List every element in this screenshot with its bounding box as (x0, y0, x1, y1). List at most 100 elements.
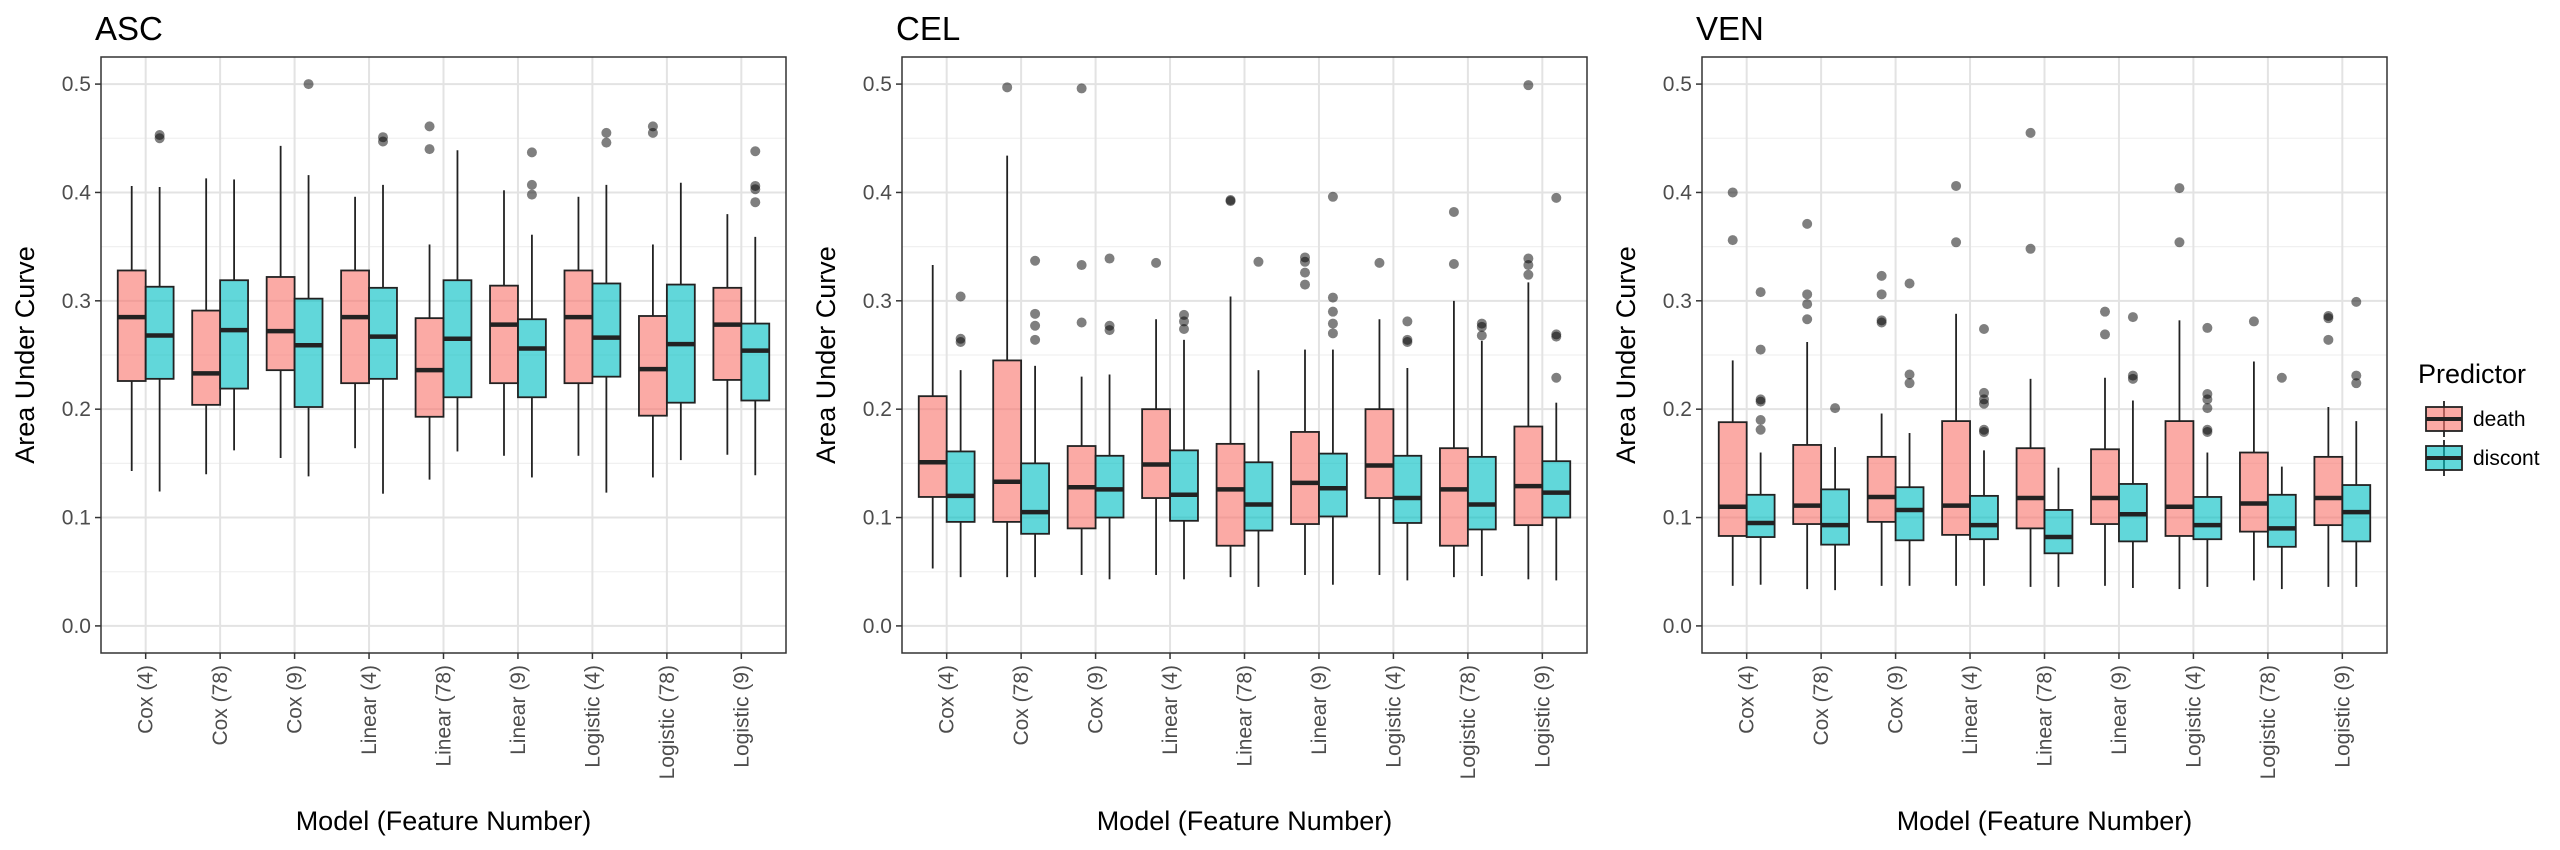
legend-item-discont: discont (2425, 440, 2540, 476)
outlier-point (378, 132, 389, 143)
box (2043, 509, 2074, 555)
box (1318, 452, 1348, 518)
box (2192, 496, 2223, 541)
box (1792, 444, 1823, 525)
box (1290, 431, 1320, 525)
box (368, 286, 398, 380)
outlier-point (2351, 296, 2362, 307)
x-tick-label: Cox (9) (284, 665, 307, 734)
box (265, 276, 296, 372)
box (740, 322, 771, 402)
outlier-point (1253, 256, 1264, 267)
outlier-point (750, 180, 761, 191)
legend-label: discont (2473, 447, 2540, 470)
y-tick-label: 0.1 (863, 507, 892, 530)
x-tick-label: Logistic (78) (2257, 665, 2280, 779)
outlier-point (2025, 127, 2036, 138)
box (563, 269, 594, 385)
outlier-point (1448, 206, 1459, 217)
outlier-point (1551, 192, 1562, 203)
box (1717, 421, 1748, 537)
outlier-point (1076, 83, 1087, 94)
outlier-point (1327, 292, 1338, 303)
outlier-point (1904, 378, 1915, 389)
outlier-point (750, 197, 761, 208)
outlier-point (1523, 253, 1534, 264)
outlier-point (2174, 183, 2185, 194)
x-tick-label: Cox (4) (936, 665, 959, 734)
outlier-point (1523, 80, 1534, 91)
outlier-point (424, 121, 435, 132)
x-tick-label: Linear (78) (1234, 665, 1257, 767)
outlier-point (1755, 394, 1766, 405)
outlier-point (1327, 191, 1338, 202)
outlier-point (1402, 334, 1413, 345)
outlier-point (1876, 289, 1887, 300)
outlier-point (2099, 306, 2110, 317)
box (414, 317, 445, 418)
x-tick-label: Logistic (4) (2182, 665, 2205, 768)
box (591, 282, 622, 378)
outlier-point (1551, 329, 1562, 340)
x-tick-label: Linear (4) (1959, 665, 1982, 755)
y-tick-label: 0.2 (863, 398, 892, 421)
y-tick-label: 0.0 (863, 615, 892, 638)
outlier-point (1299, 267, 1310, 278)
box (2015, 447, 2046, 530)
outlier-point (1076, 317, 1087, 328)
x-axis-label: Model (Feature Number) (1897, 806, 2193, 836)
box (2239, 451, 2269, 533)
legend-label: death (2473, 408, 2526, 431)
box (517, 318, 547, 399)
x-tick-label: Logistic (78) (1457, 665, 1480, 779)
outlier-point (955, 291, 966, 302)
outlier-point (601, 137, 612, 148)
outlier-point (601, 127, 612, 138)
outlier-point (1225, 195, 1236, 206)
panel-ven: VEN 0.0 0.1 0.2 0.3 0.4 0.5 Cox (4) Cox (78) Cox … (1611, 10, 2388, 836)
panel-title: ASC (95, 10, 163, 47)
outlier-point (526, 179, 537, 190)
outlier-point (2351, 370, 2362, 381)
outlier-point (1030, 334, 1041, 345)
y-tick-label: 0.0 (62, 615, 91, 638)
outlier-point (1002, 82, 1013, 93)
box (638, 315, 668, 417)
box (1392, 454, 1423, 524)
outlier-point (1327, 306, 1338, 317)
outlier-point (1299, 279, 1310, 290)
box (1020, 462, 1050, 535)
series-discont (144, 79, 771, 494)
x-tick-label: Linear (4) (358, 665, 381, 755)
y-axis-label: Area Under Curve (1611, 246, 1641, 464)
outlier-point (1979, 387, 1990, 398)
outlier-point (1951, 180, 1962, 191)
x-tick-label: Logistic (9) (1531, 665, 1554, 768)
y-tick-label: 0.0 (1663, 615, 1692, 638)
panel-cel: CEL 0.0 0.1 0.2 0.3 0.4 0.5 Cox (4) Cox (78) Cox … (811, 10, 1588, 836)
x-tick-label: Cox (9) (1885, 665, 1908, 734)
outlier-point (1476, 330, 1487, 341)
outlier-point (2202, 403, 2213, 414)
x-axis-label: Model (Feature Number) (296, 806, 592, 836)
series-death (116, 121, 743, 480)
outlier-point (526, 147, 537, 158)
outlier-point (1551, 372, 1562, 383)
outlier-point (1374, 257, 1385, 268)
outlier-point (750, 146, 761, 157)
x-tick-label: Logistic (4) (1382, 665, 1405, 768)
outlier-point (1179, 323, 1190, 334)
y-tick-label: 0.4 (1663, 181, 1693, 204)
outlier-point (1979, 323, 1990, 334)
box (1169, 449, 1199, 522)
outlier-point (1951, 237, 1962, 248)
y-tick-label: 0.5 (62, 73, 91, 96)
outlier-point (2174, 237, 2185, 248)
box (1364, 408, 1395, 499)
box (1745, 493, 1776, 538)
box (1513, 425, 1544, 527)
x-tick-label: Cox (9) (1085, 665, 1108, 734)
box (1215, 442, 1246, 547)
x-tick-label: Linear (9) (507, 665, 530, 755)
